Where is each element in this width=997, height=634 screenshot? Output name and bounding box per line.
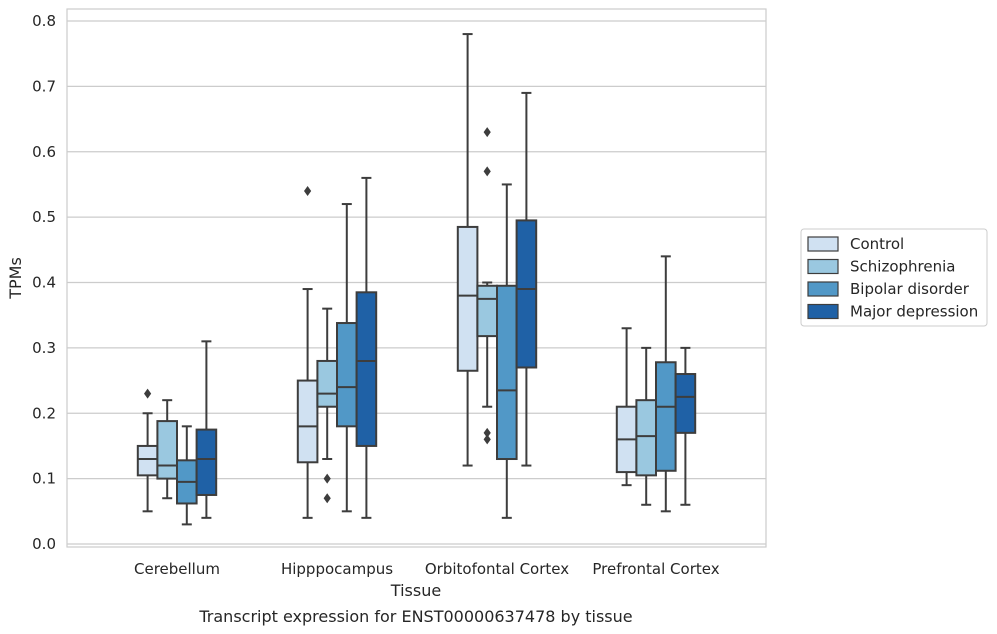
box — [515, 91, 538, 467]
x-tick-label: Cerebellum — [134, 560, 220, 578]
legend-label: Bipolar disorder — [850, 280, 970, 298]
box — [176, 425, 198, 526]
box — [456, 33, 479, 467]
plot-frame — [66, 8, 767, 548]
box — [496, 183, 518, 519]
box-body — [136, 444, 159, 477]
x-tick-label: Prefrontal Cortex — [592, 560, 719, 578]
box-body — [156, 420, 178, 480]
box — [674, 346, 697, 506]
outlier-point — [144, 388, 152, 399]
box — [635, 346, 658, 506]
box-body — [496, 284, 518, 461]
chart-caption: Transcript expression for ENST0000063747… — [198, 607, 632, 626]
box-body — [655, 361, 677, 472]
box — [156, 399, 178, 500]
box-body — [456, 225, 479, 372]
box-body — [316, 359, 338, 408]
outlier-point — [483, 434, 491, 445]
y-tick-label: 0.0 — [32, 535, 56, 553]
box-body — [296, 379, 319, 464]
box — [296, 185, 319, 519]
y-tick-label: 0.3 — [32, 339, 56, 357]
box-body — [635, 399, 658, 477]
box — [195, 340, 218, 519]
gridlines — [67, 20, 766, 545]
series-control — [136, 33, 638, 519]
y-tick-label: 0.4 — [32, 274, 56, 292]
box-body — [476, 284, 498, 338]
box-body — [674, 373, 697, 434]
outlier-point — [323, 473, 331, 484]
box — [355, 176, 378, 519]
legend-label: Schizophrenia — [850, 258, 955, 276]
x-tick-label: Hipppocampus — [281, 560, 393, 578]
outlier-point — [483, 127, 491, 138]
legend-swatch — [807, 258, 839, 275]
legend-label: Major depression — [850, 303, 978, 321]
box-body — [515, 219, 538, 369]
box-body — [336, 322, 358, 428]
legend-label: Control — [850, 235, 904, 253]
outlier-point — [483, 166, 491, 177]
x-tick-label: Orbitofontal Cortex — [425, 560, 569, 578]
outlier-point — [483, 427, 491, 438]
y-tick-label: 0.1 — [32, 470, 56, 488]
legend-swatch — [807, 236, 839, 252]
box-body — [195, 428, 218, 496]
y-tick-labels: 0.0 0.1 0.2 0.3 0.4 0.5 0.6 0.7 0.8 — [32, 12, 56, 553]
outlier-point — [304, 185, 312, 196]
box — [615, 327, 638, 487]
y-axis-label: TPMs — [6, 257, 25, 300]
legend-swatch — [807, 281, 839, 297]
x-tick-labels: Cerebellum Hipppocampus Orbitofontal Corte… — [134, 560, 720, 578]
legend-frame — [800, 228, 988, 327]
outlier-point — [323, 493, 331, 504]
legend: Control Schizophrenia Bipolar disorder Majo… — [800, 228, 988, 327]
series-major-depression — [195, 91, 697, 519]
y-tick-label: 0.2 — [32, 404, 56, 422]
box-body — [355, 291, 378, 447]
box-series-group — [136, 33, 697, 526]
legend-swatch — [807, 303, 839, 320]
x-axis-label: Tissue — [390, 581, 441, 600]
y-tick-label: 0.6 — [32, 143, 56, 161]
y-tick-label: 0.7 — [32, 77, 56, 95]
series-bipolar-disorder — [176, 183, 677, 526]
box — [655, 255, 677, 513]
y-tick-label: 0.8 — [32, 12, 56, 30]
y-tick-label: 0.5 — [32, 208, 56, 226]
